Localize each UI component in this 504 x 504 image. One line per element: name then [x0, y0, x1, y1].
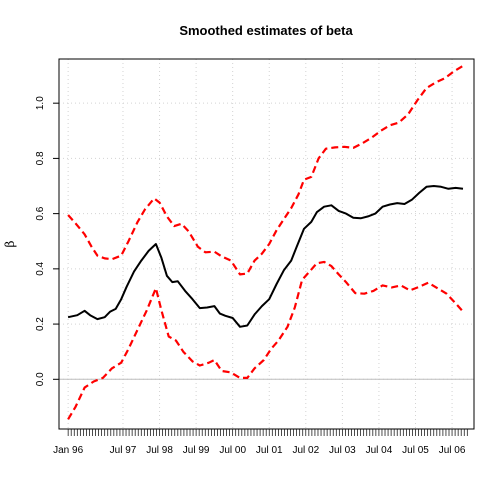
y-tick-label-3: 0.6	[35, 206, 46, 220]
series-estimate-line	[67, 185, 464, 328]
x-tick-label-5: Jul 01	[256, 445, 283, 456]
y-axis-label: β	[3, 240, 17, 247]
x-tick-label-2: Jul 98	[146, 445, 173, 456]
x-tick-label-3: Jul 99	[183, 445, 210, 456]
plot-series	[67, 64, 464, 420]
x-tick-label-0: Jan 96	[53, 445, 83, 456]
chart-title: Smoothed estimates of beta	[179, 23, 353, 38]
y-tick-label-1: 0.2	[35, 317, 46, 331]
x-tick-label-6: Jul 02	[292, 445, 319, 456]
plot-frame	[58, 58, 475, 430]
y-tick-label-0: 0.0	[35, 372, 46, 386]
x-tick-label-1: Jul 97	[110, 445, 137, 456]
x-tick-label-10: Jul 06	[439, 445, 466, 456]
x-axis: Jan 96 Jul 97 Jul 98 Jul 99 Jul 00 Jul 01 Jul …	[53, 428, 468, 456]
y-tick-label-5: 1.0	[35, 96, 46, 110]
x-tick-label-9: Jul 05	[402, 445, 429, 456]
series-lower-band-line	[67, 260, 464, 420]
x-tick-label-7: Jul 03	[329, 445, 356, 456]
x-tick-label-4: Jul 00	[219, 445, 246, 456]
y-axis: 0.0 0.2 0.4 0.6 0.8 1.0	[35, 96, 60, 386]
x-tick-label-8: Jul 04	[366, 445, 393, 456]
grid	[59, 59, 474, 429]
series-upper-band-line	[67, 64, 464, 276]
y-tick-label-2: 0.4	[35, 261, 46, 275]
y-tick-label-4: 0.8	[35, 151, 46, 165]
